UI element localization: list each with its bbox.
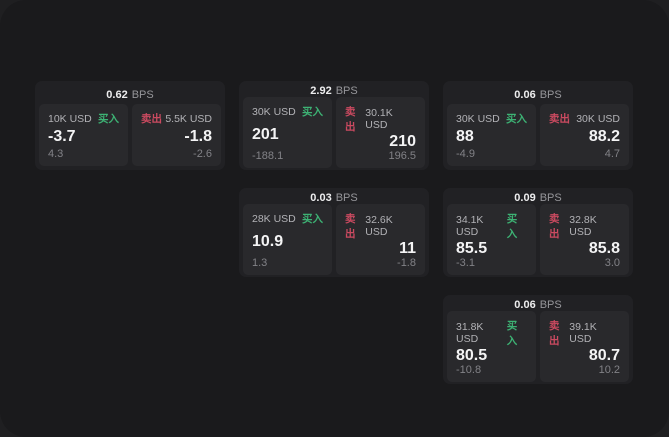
sell-delta: 4.7 (604, 148, 620, 160)
buy-delta: -4.9 (456, 148, 475, 160)
buy-side-label: 买入 (302, 213, 323, 225)
sell-price: 210 (389, 133, 416, 150)
buy-tile[interactable]: 30K USD 买入 88 -4.9 (447, 104, 536, 166)
buy-delta: 4.3 (48, 148, 64, 160)
sell-price: 11 (399, 240, 416, 257)
buy-side-label: 买入 (98, 113, 119, 125)
sell-delta: 3.0 (604, 257, 620, 269)
buy-size-label: 34.1K USD (456, 214, 484, 238)
buy-delta: 1.3 (252, 257, 268, 269)
buy-side-label: 买入 (506, 213, 518, 240)
buy-delta: -10.8 (456, 364, 482, 376)
sell-tile[interactable]: 卖出 32.6K USD 11 -1.8 (336, 204, 425, 275)
sell-size-label: 30K USD (576, 112, 620, 125)
sell-price: 88.2 (588, 128, 620, 145)
quote-card: 0.03 BPS 28K USD 买入 10.9 1.3 卖出 32.6K US… (239, 188, 429, 277)
quote-card: 0.62 BPS 10K USD 买入 -3.7 4.3 卖出 5.5K USD (35, 81, 225, 170)
sell-delta: -1.8 (397, 257, 416, 269)
spread-unit: BPS (335, 192, 358, 204)
buy-delta: -188.1 (252, 150, 284, 162)
spread-header: 0.09 BPS (447, 192, 629, 204)
spread-value: 0.06 (514, 88, 536, 101)
sell-size-label: 5.5K USD (165, 112, 212, 125)
buy-side-label: 买入 (302, 106, 323, 118)
spread-header: 0.06 BPS (447, 85, 629, 104)
buy-price: 201 (252, 125, 279, 143)
sell-size-label: 30.1K USD (365, 107, 393, 131)
buy-price: 10.9 (252, 232, 284, 250)
spread-unit: BPS (131, 88, 154, 101)
sell-tile[interactable]: 卖出 5.5K USD -1.8 -2.6 (132, 104, 221, 166)
buy-price: 88 (456, 128, 474, 145)
quote-card: 0.09 BPS 34.1K USD 买入 85.5 -3.1 卖出 32.8K… (443, 188, 633, 277)
sell-size-label: 39.1K USD (569, 321, 597, 345)
quote-cards-grid: 0.62 BPS 10K USD 买入 -3.7 4.3 卖出 5.5K USD (35, 81, 633, 384)
buy-price: 80.5 (456, 347, 488, 364)
spread-unit: BPS (539, 192, 562, 204)
buy-size-label: 30K USD (456, 112, 500, 125)
buy-tile[interactable]: 30K USD 买入 201 -188.1 (243, 97, 332, 168)
sell-tile[interactable]: 卖出 32.8K USD 85.8 3.0 (540, 204, 629, 275)
spread-unit: BPS (539, 299, 562, 311)
sell-tile[interactable]: 卖出 30K USD 88.2 4.7 (540, 104, 629, 166)
sell-delta: 10.2 (598, 364, 620, 376)
buy-delta: -3.1 (456, 257, 475, 269)
sell-side-label: 卖出 (141, 113, 162, 125)
buy-size-label: 31.8K USD (456, 321, 484, 345)
sell-size-label: 32.8K USD (569, 214, 597, 238)
quote-card: 0.06 BPS 30K USD 买入 88 -4.9 卖出 30K USD (443, 81, 633, 170)
spread-value: 0.06 (514, 299, 536, 311)
sell-size-label: 32.6K USD (365, 214, 393, 238)
sell-tile[interactable]: 卖出 39.1K USD 80.7 10.2 (540, 311, 629, 382)
spread-header: 0.06 BPS (447, 299, 629, 311)
buy-price: 85.5 (456, 240, 488, 257)
buy-tile[interactable]: 28K USD 买入 10.9 1.3 (243, 204, 332, 275)
sell-side-label: 卖出 (549, 320, 560, 347)
quote-card: 2.92 BPS 30K USD 买入 201 -188.1 卖出 30.1K … (239, 81, 429, 170)
buy-size-label: 10K USD (48, 112, 92, 125)
quote-card: 0.06 BPS 31.8K USD 买入 80.5 -10.8 卖出 39.1… (443, 295, 633, 384)
sell-price: -1.8 (184, 128, 212, 145)
buy-size-label: 30K USD (252, 105, 296, 118)
sell-side-label: 卖出 (345, 213, 356, 240)
sell-side-label: 卖出 (345, 106, 356, 133)
buy-side-label: 买入 (506, 113, 527, 125)
buy-size-label: 28K USD (252, 212, 296, 225)
spread-header: 2.92 BPS (243, 85, 425, 97)
spread-header: 0.62 BPS (39, 85, 221, 104)
spread-value: 2.92 (310, 85, 332, 97)
sell-price: 85.8 (588, 240, 620, 257)
sell-price: 80.7 (588, 347, 620, 364)
buy-tile[interactable]: 10K USD 买入 -3.7 4.3 (39, 104, 128, 166)
spread-header: 0.03 BPS (243, 192, 425, 204)
sell-delta: -2.6 (193, 148, 212, 160)
spread-value: 0.09 (514, 192, 536, 204)
buy-side-label: 买入 (506, 320, 518, 347)
spread-unit: BPS (335, 85, 358, 97)
buy-price: -3.7 (48, 128, 76, 145)
spread-value: 0.03 (310, 192, 332, 204)
sell-side-label: 卖出 (549, 113, 570, 125)
buy-tile[interactable]: 34.1K USD 买入 85.5 -3.1 (447, 204, 536, 275)
sell-side-label: 卖出 (549, 213, 560, 240)
sell-tile[interactable]: 卖出 30.1K USD 210 196.5 (336, 97, 425, 168)
sell-delta: 196.5 (388, 150, 416, 162)
spread-unit: BPS (539, 88, 562, 101)
spread-value: 0.62 (106, 88, 128, 101)
buy-tile[interactable]: 31.8K USD 买入 80.5 -10.8 (447, 311, 536, 382)
